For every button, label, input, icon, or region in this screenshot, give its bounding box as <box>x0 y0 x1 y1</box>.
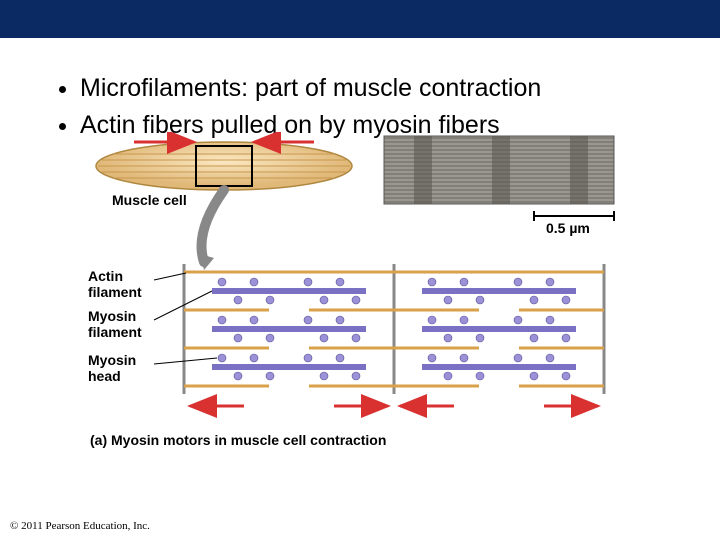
label-scalebar: 0.5 µm <box>546 220 590 236</box>
muscle-cell-cartoon <box>96 142 352 190</box>
micrograph <box>384 136 614 221</box>
label-actin-filament: Actin filament <box>88 268 142 300</box>
zoom-callout <box>200 190 224 270</box>
label-muscle-cell: Muscle cell <box>112 192 187 208</box>
sarcomere-diagram <box>184 264 604 406</box>
figure-panel: Muscle cell Actin filament Myosin filame… <box>84 132 644 492</box>
label-myosin-head: Myosin head <box>88 352 136 384</box>
figure-caption: (a) Myosin motors in muscle cell contrac… <box>90 432 386 448</box>
label-myosin-filament: Myosin filament <box>88 308 142 340</box>
copyright-text: © 2011 Pearson Education, Inc. <box>10 520 150 532</box>
bullet-1: Microfilaments: part of muscle contracti… <box>80 71 541 106</box>
header-bar <box>0 0 720 38</box>
